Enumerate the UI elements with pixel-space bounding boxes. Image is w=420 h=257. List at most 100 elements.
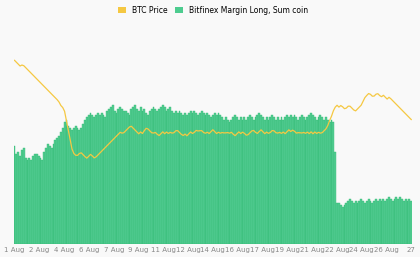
Bar: [408, 199, 410, 244]
Bar: [281, 117, 282, 244]
Bar: [275, 120, 277, 244]
Bar: [140, 107, 142, 244]
Bar: [30, 160, 32, 244]
Bar: [38, 156, 39, 244]
Bar: [375, 199, 377, 244]
Bar: [76, 128, 79, 244]
Bar: [80, 128, 82, 244]
Bar: [54, 140, 56, 244]
Bar: [331, 120, 333, 244]
Bar: [101, 113, 102, 244]
Bar: [290, 115, 291, 244]
Bar: [125, 111, 127, 244]
Bar: [262, 117, 264, 244]
Bar: [199, 113, 201, 244]
Bar: [288, 117, 290, 244]
Bar: [316, 120, 318, 244]
Bar: [71, 130, 73, 244]
Bar: [327, 120, 329, 244]
Bar: [333, 122, 334, 244]
Bar: [17, 152, 19, 244]
Bar: [182, 115, 184, 244]
Bar: [145, 113, 147, 244]
Bar: [371, 203, 373, 244]
Bar: [410, 201, 412, 244]
Bar: [403, 201, 405, 244]
Bar: [130, 109, 132, 244]
Bar: [52, 144, 54, 244]
Legend: BTC Price, Bitfinex Margin Long, Sum coin: BTC Price, Bitfinex Margin Long, Sum coi…: [115, 3, 311, 18]
Bar: [86, 117, 88, 244]
Bar: [168, 109, 169, 244]
Bar: [310, 113, 312, 244]
Bar: [307, 117, 308, 244]
Bar: [221, 117, 223, 244]
Bar: [295, 117, 297, 244]
Bar: [138, 111, 140, 244]
Bar: [208, 115, 210, 244]
Bar: [119, 107, 121, 244]
Bar: [75, 126, 76, 244]
Bar: [234, 115, 236, 244]
Bar: [236, 117, 238, 244]
Bar: [282, 120, 284, 244]
Bar: [149, 111, 151, 244]
Bar: [121, 109, 123, 244]
Bar: [354, 201, 357, 244]
Bar: [347, 201, 349, 244]
Bar: [114, 111, 116, 244]
Bar: [312, 115, 314, 244]
Bar: [269, 117, 271, 244]
Bar: [160, 107, 162, 244]
Bar: [162, 105, 164, 244]
Bar: [299, 117, 301, 244]
Bar: [51, 148, 52, 244]
Bar: [142, 111, 143, 244]
Bar: [49, 146, 51, 244]
Bar: [358, 201, 360, 244]
Bar: [16, 154, 17, 244]
Bar: [188, 113, 190, 244]
Bar: [357, 203, 358, 244]
Bar: [127, 113, 129, 244]
Bar: [279, 120, 281, 244]
Bar: [19, 156, 21, 244]
Bar: [323, 120, 325, 244]
Bar: [353, 203, 354, 244]
Bar: [304, 120, 307, 244]
Bar: [245, 120, 247, 244]
Bar: [175, 111, 177, 244]
Bar: [286, 115, 288, 244]
Bar: [231, 120, 232, 244]
Bar: [277, 117, 279, 244]
Bar: [297, 120, 299, 244]
Bar: [47, 144, 49, 244]
Bar: [255, 117, 257, 244]
Bar: [62, 128, 64, 244]
Bar: [218, 113, 219, 244]
Bar: [84, 120, 86, 244]
Bar: [240, 117, 242, 244]
Bar: [284, 117, 286, 244]
Bar: [223, 120, 225, 244]
Bar: [34, 154, 36, 244]
Bar: [397, 199, 399, 244]
Bar: [366, 201, 368, 244]
Bar: [184, 113, 186, 244]
Bar: [210, 117, 212, 244]
Bar: [390, 199, 392, 244]
Bar: [338, 203, 340, 244]
Bar: [386, 199, 388, 244]
Bar: [345, 203, 347, 244]
Bar: [336, 203, 338, 244]
Bar: [93, 117, 95, 244]
Bar: [351, 201, 353, 244]
Bar: [214, 113, 215, 244]
Bar: [225, 117, 227, 244]
Bar: [186, 115, 188, 244]
Bar: [303, 117, 304, 244]
Bar: [247, 117, 249, 244]
Bar: [320, 115, 321, 244]
Bar: [294, 115, 295, 244]
Bar: [181, 113, 182, 244]
